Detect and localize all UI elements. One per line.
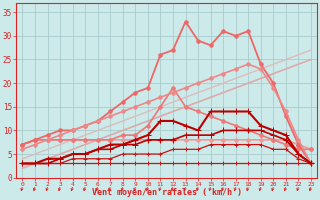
X-axis label: Vent moyen/en rafales ( km/h ): Vent moyen/en rafales ( km/h ) [92, 188, 242, 197]
